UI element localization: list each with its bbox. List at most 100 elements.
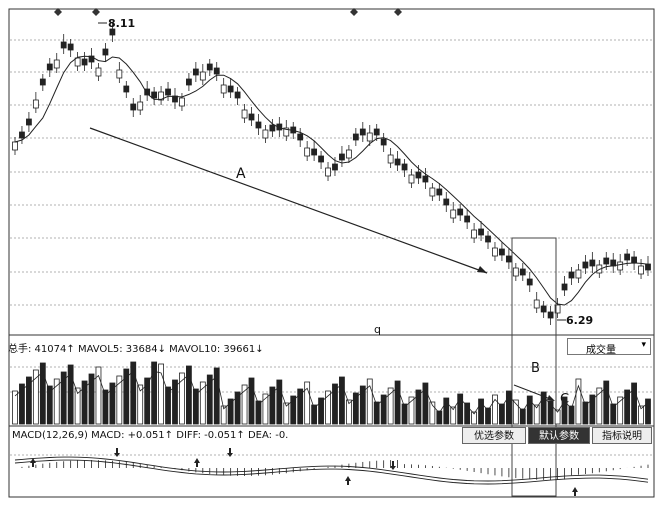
macd-signal-arrows	[30, 448, 578, 496]
mavol10-readout: MAVOL10: 39661↓	[169, 344, 264, 355]
candle	[32, 99, 39, 109]
indicator-select-value: 成交量	[586, 345, 616, 356]
volume-bar	[554, 409, 561, 425]
candle	[492, 247, 498, 257]
macd-readout: MACD: +0.051↑	[91, 430, 174, 441]
highlight-box-b	[511, 237, 557, 497]
candle	[186, 78, 192, 86]
candle	[283, 127, 290, 137]
volume-bar	[415, 389, 422, 425]
candle	[179, 97, 185, 107]
volume-bars	[12, 361, 651, 425]
candle	[373, 128, 380, 136]
candle	[512, 267, 519, 277]
candle	[464, 215, 471, 223]
macd-dea-line	[14, 459, 649, 485]
volume-bar	[19, 383, 25, 425]
candle	[645, 263, 651, 271]
candle	[325, 167, 331, 177]
volume-bar	[276, 379, 283, 425]
volume-bar	[401, 403, 408, 425]
volume-bar	[478, 398, 484, 425]
low-price-label: 6.29	[566, 314, 593, 327]
tab-optimized-params[interactable]: 优选参数	[462, 427, 526, 444]
volume-bar	[568, 405, 575, 425]
candle	[638, 265, 644, 275]
volume-bar	[206, 374, 213, 425]
volume-bar	[499, 403, 505, 425]
volume-trend-arrow	[513, 384, 554, 401]
candle	[144, 88, 151, 96]
candle	[589, 259, 596, 267]
annotation-a: A	[236, 166, 246, 182]
candle	[318, 155, 324, 163]
volume-bar	[457, 393, 464, 425]
high-price-label: 8.11	[108, 17, 135, 30]
candle	[631, 256, 637, 264]
candle	[624, 253, 631, 261]
candle	[450, 209, 457, 219]
annotation-q: q	[374, 323, 381, 336]
volume-bar	[304, 381, 311, 425]
tab-indicator-help[interactable]: 指标说明	[592, 427, 652, 444]
candle	[262, 129, 269, 139]
volume-bar	[394, 380, 401, 425]
candle	[547, 311, 554, 319]
volume-bar	[471, 411, 477, 425]
candle	[46, 63, 53, 71]
candle	[582, 261, 589, 269]
volume-bar	[151, 361, 158, 425]
macd-name: MACD(12,26,9)	[12, 430, 88, 441]
candle	[568, 271, 575, 279]
candle	[575, 269, 582, 279]
candle	[269, 124, 276, 132]
candle	[199, 71, 206, 81]
volume-bar	[213, 367, 220, 425]
candle	[53, 59, 60, 69]
candle	[436, 188, 443, 196]
event-marker-icon	[350, 8, 358, 16]
candle	[526, 278, 533, 286]
volume-bar	[46, 385, 53, 425]
candle	[339, 153, 345, 161]
up-arrow-icon	[30, 458, 36, 467]
candle	[533, 299, 540, 309]
candle	[165, 88, 171, 96]
candle	[102, 48, 109, 56]
candle	[123, 85, 130, 93]
candlestick-series	[12, 22, 651, 325]
candle	[227, 85, 234, 93]
volume-bar	[575, 378, 582, 425]
volume-bar	[109, 382, 116, 425]
volume-bar	[95, 366, 102, 425]
volume-bar	[67, 364, 74, 425]
volume-bar	[234, 391, 241, 425]
candle	[443, 198, 450, 206]
candle	[297, 133, 304, 141]
volume-bar	[192, 388, 199, 425]
candle	[554, 304, 561, 314]
volume-bar	[485, 407, 491, 425]
up-arrow-icon	[194, 458, 200, 467]
mavol5-readout: MAVOL5: 33684↓	[77, 344, 166, 355]
volume-bar	[359, 385, 366, 425]
indicator-select[interactable]: 成交量 ▾	[567, 338, 651, 356]
volume-bar	[179, 372, 185, 425]
candle	[248, 113, 255, 121]
volume-bar	[123, 368, 130, 425]
tab-default-params[interactable]: 默认参数	[528, 427, 590, 444]
macd-diff-line	[14, 456, 649, 482]
volume-bar	[12, 390, 18, 425]
volume-bar	[332, 383, 338, 425]
macd-info-bar: MACD(12,26,9) MACD: +0.051↑ DIFF: -0.051…	[12, 430, 288, 441]
volume-bar	[624, 389, 631, 425]
total-volume-readout: 总手: 41074↑	[8, 344, 75, 355]
candle	[206, 63, 213, 71]
candle	[499, 248, 505, 256]
volume-bar	[589, 394, 596, 425]
volume-bar	[366, 378, 373, 425]
candle	[39, 78, 46, 86]
volume-bar	[318, 397, 324, 425]
candle	[276, 123, 283, 131]
